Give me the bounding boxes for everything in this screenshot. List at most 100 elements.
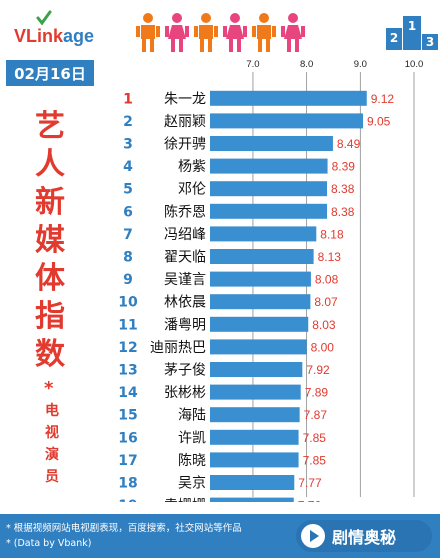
rank-label: 4 [123,159,133,175]
rank-label: 6 [123,204,133,220]
bar [210,452,299,468]
footer-source: * (Data by Vbank) [6,538,92,549]
rank-label: 7 [123,227,133,243]
value-label: 7.85 [303,431,327,445]
category-label: 袁姗姗 [164,498,206,502]
bar [210,203,328,219]
title-char: 媒 [35,223,65,258]
value-label: 7.76 [298,499,322,502]
vlinkage-logo: VLinkage [14,10,104,46]
bar [210,90,367,106]
svg-text:3: 3 [426,35,434,49]
bar-chart: 7.0 8.0 9.0 10.0 1 朱一龙 9.12 2 赵丽颖 9.05 3 徐开骋 8.49 4 杨紫… [118,59,423,502]
podium-icon: 2 1 3 [386,16,438,50]
person-icon [136,13,160,52]
bar [210,497,294,502]
rank-label: 13 [118,363,137,379]
title-char: 人 [35,147,65,182]
bar [210,136,333,151]
category-label: 陈晓 [178,452,206,469]
value-label: 9.05 [367,114,391,128]
x-tick-label: 8.0 [300,59,313,70]
rank-label: 16 [118,430,137,446]
category-label: 翟天临 [164,250,206,266]
category-label: 赵丽颖 [164,114,206,130]
value-label: 7.77 [298,476,322,490]
category-label: 邓伦 [178,182,206,198]
value-label: 9.12 [371,92,395,106]
value-label: 8.00 [311,340,335,354]
category-label: 茅子俊 [164,363,206,379]
rank-label: 5 [123,182,133,198]
category-label: 冯绍峰 [164,227,206,243]
subtitle-char: 电 [45,403,59,419]
value-label: 7.92 [306,363,330,377]
play-icon [301,524,325,548]
vertical-subtitle: 电 视 演 员 [40,400,64,488]
bar [210,339,307,355]
bar [210,316,309,332]
category-label: 杨紫 [178,159,206,175]
vertical-title: 艺 人 新 媒 体 指 数 [30,108,70,374]
category-label: 吴谨言 [164,272,206,288]
value-label: 8.18 [320,227,344,241]
rank-label: 3 [123,137,133,153]
rank-label: 18 [118,476,137,492]
person-icon [165,13,189,52]
subtitle-char: 演 [45,447,59,463]
subtitle-char: 视 [45,425,59,441]
value-label: 8.07 [314,295,338,309]
check-icon [36,10,52,26]
category-label: 迪丽热巴 [150,340,206,356]
footnote-star: * [44,378,54,399]
bar [210,429,299,445]
title-char: 新 [35,185,65,220]
value-label: 7.89 [305,386,329,400]
rank-label: 19 [118,498,137,502]
brand-name: 剧情奥秘 [332,528,397,547]
bar [210,271,311,287]
bar [210,249,314,264]
value-label: 7.85 [303,453,327,467]
rank-label: 14 [118,385,138,401]
value-label: 8.39 [332,160,356,174]
category-label: 许凯 [178,430,206,446]
category-label: 林依晨 [164,295,206,311]
bar [210,384,301,400]
category-label: 潘粤明 [164,317,206,333]
bar [210,113,363,129]
category-label: 徐开骋 [164,137,206,153]
svg-text:2: 2 [390,31,398,45]
category-label: 吴京 [178,476,206,492]
title-char: 艺 [35,109,65,144]
category-label: 张彬彬 [164,385,206,401]
date-badge: 02月16日 [6,60,94,86]
category-label: 朱一龙 [164,91,206,107]
subtitle-char: 员 [45,469,59,485]
bar [210,475,295,490]
value-label: 8.38 [331,205,355,219]
rank-label: 2 [123,114,133,130]
title-char: 体 [35,261,65,296]
rank-label: 11 [118,317,137,333]
brand-badge: 剧情奥秘 [296,520,432,552]
category-label: 陈乔恩 [164,203,206,220]
rank-label: 12 [118,340,137,356]
person-icon [252,13,276,52]
bar [210,181,328,197]
footer-note: * 根据视频网站电视剧表现，百度搜索，社交网站等作品 [6,523,242,534]
rank-label: 15 [118,408,137,424]
x-tick-label: 7.0 [246,59,259,70]
category-label: 海陆 [178,408,206,424]
rank-label: 1 [123,91,133,107]
x-tick-label: 9.0 [354,59,367,70]
title-char: 指 [35,299,65,334]
bar [210,407,300,423]
bar [210,362,303,377]
value-label: 8.38 [331,182,355,196]
person-icon [194,13,218,52]
footer: * 根据视频网站电视剧表现，百度搜索，社交网站等作品 * (Data by Vb… [0,514,440,558]
svg-text:1: 1 [408,19,416,33]
rank-label: 10 [118,295,138,311]
rank-label: 9 [123,272,133,288]
